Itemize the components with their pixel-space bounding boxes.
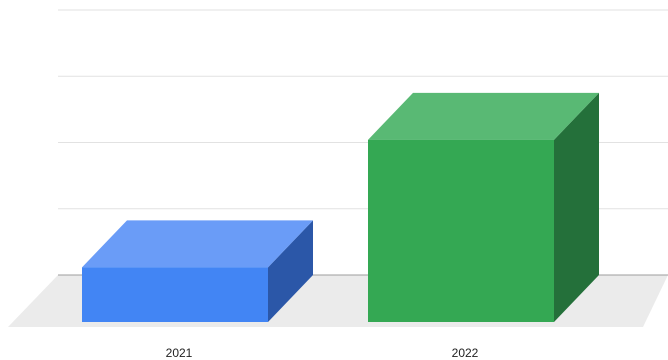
x-axis-labels: 2021 2022 (166, 346, 479, 360)
bar-top-2021 (82, 220, 313, 268)
x-tick-label-2021: 2021 (166, 346, 193, 360)
bar-top-2022 (368, 92, 599, 140)
x-tick-label-2022: 2022 (452, 346, 479, 360)
bar-side-2022 (554, 92, 599, 322)
bar-2022 (368, 92, 599, 322)
bars (82, 92, 599, 322)
bar-front-2022 (368, 139, 554, 322)
bar-2021 (82, 220, 313, 322)
bar-front-2021 (82, 267, 268, 322)
bar-side-2021 (268, 220, 313, 322)
